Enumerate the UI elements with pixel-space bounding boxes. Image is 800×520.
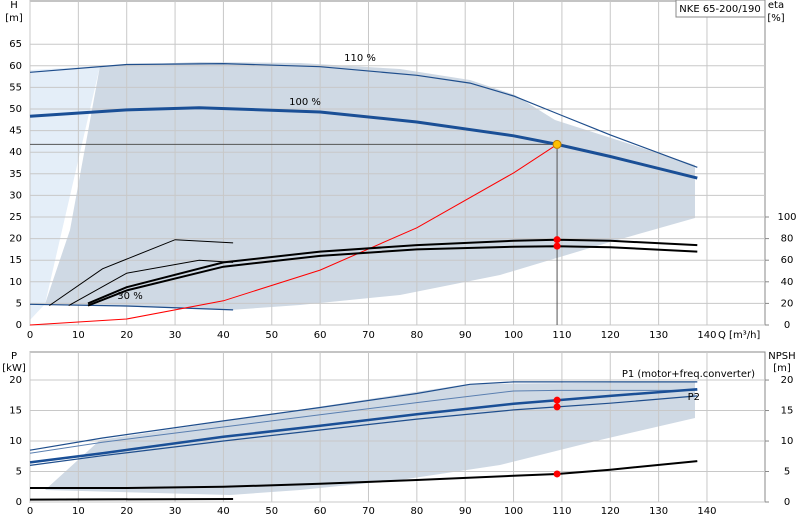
curve (29, 389, 698, 454)
curve (29, 106, 698, 180)
x-tick-label: 10 (72, 506, 85, 517)
x-tick-label: 90 (459, 506, 472, 517)
x-tick-label: 40 (217, 506, 230, 517)
y2-tick-label: 80 (781, 234, 794, 245)
x-tick-label: 50 (265, 330, 278, 341)
curve-label: 110 % (344, 53, 376, 64)
y2-axis-unit: [m] (773, 363, 791, 374)
curve (29, 395, 698, 466)
x-tick-label: 130 (649, 506, 668, 517)
curve-label: 100 % (289, 97, 321, 108)
y-tick-label: 20 (9, 234, 22, 245)
curve (30, 460, 698, 489)
curve-label: P1 (motor+freq.converter) (622, 369, 755, 380)
curve (29, 381, 698, 451)
curve (29, 387, 698, 464)
range-area (30, 66, 100, 320)
x-tick-label: 110 (552, 506, 571, 517)
y-tick-label: 60 (9, 61, 22, 72)
y-tick-label: 5 (16, 467, 22, 478)
y2-axis-label: eta (768, 0, 784, 11)
y2-tick-label: 20 (781, 375, 794, 386)
y-tick-label: 30 (9, 190, 22, 201)
y2-tick-label: 40 (781, 277, 794, 288)
y-tick-label: 10 (9, 436, 22, 447)
duty-point (553, 403, 561, 411)
y-tick-label: 50 (9, 104, 22, 115)
y-tick-label: 10 (9, 277, 22, 288)
y-tick-label: 15 (9, 255, 22, 266)
x-tick-label: 20 (120, 506, 133, 517)
y2-tick-label: 15 (781, 406, 794, 417)
y2-axis-label: NPSH (768, 351, 795, 362)
x-tick-label: 80 (410, 330, 423, 341)
x-tick-label: 0 (27, 330, 33, 341)
y-tick-label: 65 (9, 39, 22, 50)
x-tick-label: 60 (314, 506, 327, 517)
y2-tick-label: 0 (784, 497, 790, 508)
x-tick-label: 30 (169, 330, 182, 341)
x-tick-label: 120 (601, 330, 620, 341)
curve (29, 498, 234, 501)
y-axis-label: P (11, 351, 17, 362)
y-tick-label: 35 (9, 169, 22, 180)
y-tick-label: 40 (9, 147, 22, 158)
x-tick-label: 30 (169, 506, 182, 517)
x-tick-label: 50 (265, 506, 278, 517)
model-label: NKE 65-200/190 (679, 4, 760, 15)
y-axis-unit: [m] (5, 13, 23, 24)
y-tick-label: 0 (16, 320, 22, 331)
x-tick-label: 20 (120, 330, 133, 341)
curve (49, 239, 234, 307)
x-tick-label: 140 (697, 330, 716, 341)
x-tick-label: 100 (504, 330, 523, 341)
y2-tick-label: 20 (781, 298, 794, 309)
x-tick-label: 10 (72, 330, 85, 341)
curve (87, 245, 698, 307)
duty-point (553, 242, 561, 250)
curve (29, 303, 234, 311)
y-tick-label: 20 (9, 375, 22, 386)
curve-label: P2 (688, 392, 700, 403)
curve-label: 30 % (117, 291, 142, 302)
x-tick-label: 60 (314, 330, 327, 341)
y-tick-label: 55 (9, 82, 22, 93)
curve (29, 62, 698, 168)
curve (29, 143, 558, 326)
curve (87, 238, 698, 305)
y2-axis-unit: [%] (767, 13, 784, 24)
y-tick-label: 45 (9, 126, 22, 137)
duty-point (553, 470, 561, 478)
y2-tick-label: 0 (784, 320, 790, 331)
y2-tick-label: 10 (781, 436, 794, 447)
x-axis-label: Q [m³/h] (718, 330, 760, 341)
x-tick-label: 120 (601, 506, 620, 517)
x-tick-label: 110 (552, 330, 571, 341)
x-tick-label: 40 (217, 330, 230, 341)
y-tick-label: 5 (16, 298, 22, 309)
range-area (45, 62, 695, 310)
x-tick-label: 0 (27, 506, 33, 517)
x-tick-label: 70 (362, 506, 375, 517)
x-tick-label: 80 (410, 506, 423, 517)
duty-point (553, 236, 561, 244)
x-tick-label: 100 (504, 506, 523, 517)
model-box (675, 0, 766, 18)
x-tick-label: 140 (697, 506, 716, 517)
duty-point (553, 396, 561, 404)
curve (68, 259, 234, 307)
operating-point (552, 139, 562, 149)
y-axis-unit: [kW] (2, 363, 26, 374)
y-tick-label: 15 (9, 406, 22, 417)
x-tick-label: 130 (649, 330, 668, 341)
y2-tick-label: 5 (784, 467, 790, 478)
y2-tick-label: 100 (777, 212, 796, 223)
y-axis-label: H (10, 0, 18, 11)
y-tick-label: 0 (16, 497, 22, 508)
x-tick-label: 90 (459, 330, 472, 341)
y2-tick-label: 60 (781, 255, 794, 266)
x-tick-label: 70 (362, 330, 375, 341)
y-tick-label: 25 (9, 212, 22, 223)
